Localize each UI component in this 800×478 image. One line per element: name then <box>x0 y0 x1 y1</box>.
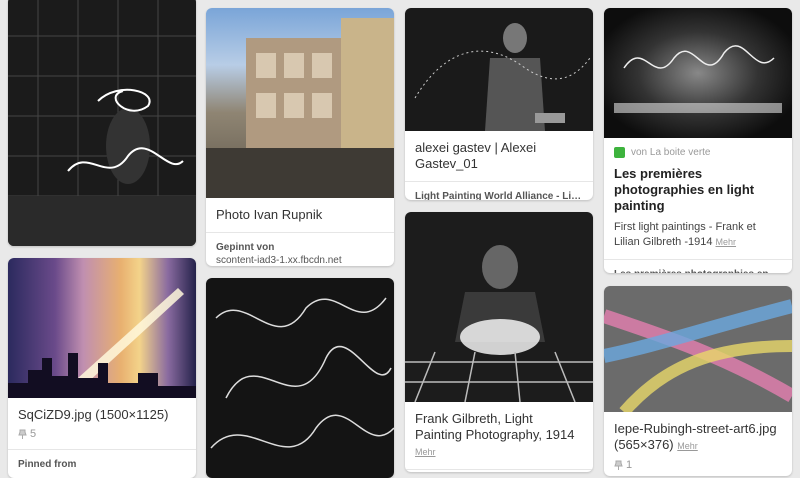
pin-caption: SqCiZD9.jpg (1500×1125) <box>18 407 169 422</box>
pin-image[interactable] <box>405 8 593 131</box>
pin-image[interactable] <box>8 258 196 398</box>
pin-card[interactable]: Frank Gilbreth, Light Painting Photograp… <box>405 212 593 472</box>
pinned-via-label: Gepinnt von <box>216 242 275 253</box>
pin-caption: Frank Gilbreth, Light Painting Photograp… <box>415 411 583 460</box>
pin-image[interactable] <box>604 286 792 412</box>
more-link[interactable]: Mehr <box>677 441 698 451</box>
repin-number: 5 <box>30 428 37 440</box>
source-icon <box>614 147 625 158</box>
description-text: First light paintings - Frank et Lilian … <box>614 221 756 248</box>
repin-number: 1 <box>626 459 633 471</box>
pin-card[interactable] <box>206 278 394 478</box>
pinned-from-label: Pinned from <box>18 459 77 470</box>
repin-count: 1 <box>614 459 782 471</box>
light-grid <box>405 245 593 402</box>
light-trace <box>8 0 196 246</box>
pin-image[interactable] <box>8 0 196 246</box>
pin-card[interactable]: Iepe-Rubingh-street-art6.jpg (565×376) M… <box>604 286 792 476</box>
pin-description: First light paintings - Frank et Lilian … <box>614 220 782 250</box>
pin-via: von La boite verte <box>614 147 782 158</box>
pinned-via-label: Light Painting World Alliance - Light is… <box>415 191 583 200</box>
caption-text: Frank Gilbreth, Light Painting Photograp… <box>415 411 575 442</box>
pin-card[interactable]: SqCiZD9.jpg (1500×1125) 5 Pinned from <box>8 258 196 478</box>
pin-caption: Iepe-Rubingh-street-art6.jpg (565×376) M… <box>614 421 782 454</box>
pin-image[interactable] <box>206 278 394 478</box>
city-silhouette <box>8 288 196 398</box>
building <box>206 18 394 198</box>
pin-caption: alexei gastev | Alexei Gastev_01 <box>415 140 537 171</box>
more-link[interactable]: Mehr <box>415 447 436 457</box>
pin-caption: Photo Ivan Rupnik <box>216 207 323 222</box>
pin-card[interactable]: von La boite verte Les premières photogr… <box>604 8 792 273</box>
repin-icon <box>18 429 27 439</box>
pin-image[interactable] <box>604 8 792 138</box>
pinned-via-label: Les premières photographies en light ... <box>614 268 782 273</box>
caption-text: Iepe-Rubingh-street-art6.jpg (565×376) <box>614 421 777 452</box>
light-trace <box>210 297 394 449</box>
pin-source: scontent-iad3-1.xx.fbcdn.net <box>216 255 342 266</box>
street-art <box>604 299 792 412</box>
repin-count: 5 <box>18 428 186 440</box>
page: SqCiZD9.jpg (1500×1125) 5 Pinned from Ph… <box>8 0 792 478</box>
pin-card[interactable]: Photo Ivan Rupnik Gepinnt von scontent-i… <box>206 8 394 266</box>
via-text[interactable]: von La boite verte <box>631 147 711 158</box>
pin-card[interactable]: alexei gastev | Alexei Gastev_01 Light P… <box>405 8 593 200</box>
pin-image[interactable] <box>206 8 394 198</box>
pin-title: Les premières photographies en light pai… <box>614 166 755 213</box>
pin-image[interactable] <box>405 212 593 402</box>
pin-card[interactable] <box>8 0 196 246</box>
worker <box>414 23 591 131</box>
more-link[interactable]: Mehr <box>715 237 737 247</box>
light-trace <box>614 45 782 113</box>
